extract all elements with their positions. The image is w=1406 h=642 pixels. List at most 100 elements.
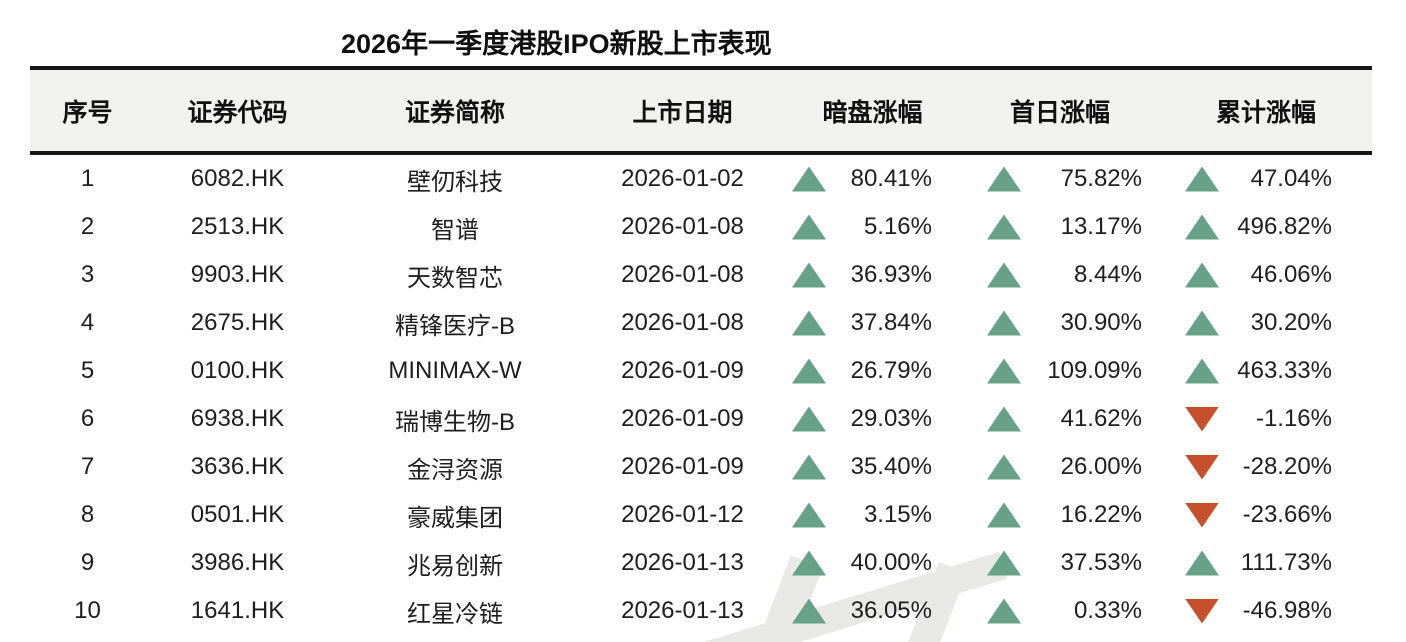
cell-dark-gain-value: 36.05%	[850, 597, 932, 624]
column-header-firstday-gain: 首日涨幅	[1009, 98, 1110, 127]
cell-cumulative-gain: -46.98%	[1160, 597, 1372, 625]
cell-stock-code: 6938.HK	[190, 405, 285, 432]
cell-stock-code: 0100.HK	[190, 357, 285, 384]
cell-cumulative-gain: 47.04%	[1160, 165, 1372, 193]
up-triangle-icon	[987, 406, 1021, 432]
up-triangle-icon	[987, 310, 1021, 336]
cell-stock-name: 壁仞科技	[407, 168, 503, 196]
cell-stock-name: 瑞博生物-B	[395, 408, 515, 436]
table-row: 7 3636.HK 金浔资源 2026-01-09 35.40% 26.00% …	[30, 443, 1372, 491]
cell-index: 10	[74, 597, 101, 624]
up-triangle-icon	[792, 406, 826, 432]
cell-dark-gain: 37.84%	[785, 309, 960, 337]
cell-dark-gain-value: 40.00%	[850, 549, 932, 576]
cell-stock-code: 6082.HK	[190, 165, 285, 192]
up-triangle-icon	[987, 598, 1021, 624]
cell-cumulative-gain: 111.73%	[1160, 549, 1372, 577]
cell-listing-date: 2026-01-09	[621, 453, 744, 480]
cell-cumulative-gain: -23.66%	[1160, 501, 1372, 529]
cell-stock-name: 豪威集团	[407, 504, 503, 532]
cell-stock-code: 9903.HK	[190, 261, 285, 288]
up-triangle-icon	[792, 454, 826, 480]
up-triangle-icon	[792, 310, 826, 336]
cell-index: 2	[80, 213, 95, 240]
down-triangle-icon	[1185, 502, 1219, 528]
cell-index: 7	[80, 453, 95, 480]
column-header-dark-gain: 暗盘涨幅	[822, 98, 923, 127]
cell-firstday-gain: 16.22%	[960, 501, 1160, 529]
up-triangle-icon	[987, 214, 1021, 240]
down-triangle-icon	[1185, 454, 1219, 480]
cell-cumulative-gain: -28.20%	[1160, 453, 1372, 481]
cell-listing-date: 2026-01-09	[621, 357, 744, 384]
up-triangle-icon	[987, 166, 1021, 192]
cell-firstday-gain: 75.82%	[960, 165, 1160, 193]
cell-cumulative-gain-value: -46.98%	[1242, 597, 1332, 624]
cell-dark-gain: 35.40%	[785, 453, 960, 481]
cell-listing-date: 2026-01-02	[621, 165, 744, 192]
cell-stock-name: MINIMAX-W	[388, 357, 522, 384]
cell-stock-name: 天数智芯	[407, 264, 503, 292]
up-triangle-icon	[1185, 310, 1219, 336]
cell-stock-code: 3636.HK	[190, 453, 285, 480]
table-row: 5 0100.HK MINIMAX-W 2026-01-09 26.79% 10…	[30, 347, 1372, 395]
cell-cumulative-gain: 496.82%	[1160, 213, 1372, 241]
cell-cumulative-gain-value: 463.33%	[1237, 357, 1332, 384]
cell-stock-name: 智谱	[431, 216, 479, 244]
cell-dark-gain: 29.03%	[785, 405, 960, 433]
up-triangle-icon	[1185, 214, 1219, 240]
cell-stock-code: 1641.HK	[190, 597, 285, 624]
table-body: 1 6082.HK 壁仞科技 2026-01-02 80.41% 75.82% …	[30, 155, 1372, 635]
cell-listing-date: 2026-01-13	[621, 597, 744, 624]
column-header-index: 序号	[62, 98, 113, 127]
cell-listing-date: 2026-01-12	[621, 501, 744, 528]
cell-firstday-gain: 30.90%	[960, 309, 1160, 337]
table-header-row: 序号 证券代码 证券简称 上市日期 暗盘涨幅 首日涨幅 累计涨幅	[30, 66, 1372, 155]
cell-dark-gain: 3.15%	[785, 501, 960, 529]
up-triangle-icon	[792, 502, 826, 528]
cell-cumulative-gain: 30.20%	[1160, 309, 1372, 337]
cell-firstday-gain: 0.33%	[960, 597, 1160, 625]
cell-cumulative-gain-value: 30.20%	[1250, 309, 1332, 336]
cell-dark-gain: 40.00%	[785, 549, 960, 577]
cell-cumulative-gain-value: 496.82%	[1237, 213, 1332, 240]
cell-cumulative-gain-value: 111.73%	[1240, 549, 1332, 576]
cell-stock-code: 3986.HK	[190, 549, 285, 576]
cell-firstday-gain-value: 75.82%	[1060, 165, 1142, 192]
cell-dark-gain-value: 5.16%	[863, 213, 932, 240]
cell-stock-code: 0501.HK	[190, 501, 285, 528]
cell-firstday-gain-value: 109.09%	[1047, 357, 1142, 384]
up-triangle-icon	[987, 550, 1021, 576]
cell-firstday-gain: 8.44%	[960, 261, 1160, 289]
table-row: 6 6938.HK 瑞博生物-B 2026-01-09 29.03% 41.62…	[30, 395, 1372, 443]
cell-listing-date: 2026-01-09	[621, 405, 744, 432]
up-triangle-icon	[1185, 550, 1219, 576]
table-row: 9 3986.HK 兆易创新 2026-01-13 40.00% 37.53% …	[30, 539, 1372, 587]
ipo-table: 序号 证券代码 证券简称 上市日期 暗盘涨幅 首日涨幅 累计涨幅 1 6082.…	[30, 66, 1372, 635]
column-header-listing-date: 上市日期	[632, 98, 733, 127]
cell-firstday-gain-value: 13.17%	[1060, 213, 1142, 240]
cell-index: 8	[80, 501, 95, 528]
cell-stock-name: 兆易创新	[407, 552, 503, 580]
cell-firstday-gain-value: 8.44%	[1073, 261, 1142, 288]
cell-firstday-gain-value: 26.00%	[1060, 453, 1142, 480]
up-triangle-icon	[1185, 358, 1219, 384]
down-triangle-icon	[1185, 406, 1219, 432]
cell-cumulative-gain: 46.06%	[1160, 261, 1372, 289]
cell-dark-gain: 80.41%	[785, 165, 960, 193]
table-row: 3 9903.HK 天数智芯 2026-01-08 36.93% 8.44% 4…	[30, 251, 1372, 299]
cell-firstday-gain: 37.53%	[960, 549, 1160, 577]
cell-firstday-gain: 26.00%	[960, 453, 1160, 481]
table-row: 4 2675.HK 精锋医疗-B 2026-01-08 37.84% 30.90…	[30, 299, 1372, 347]
cell-listing-date: 2026-01-08	[621, 309, 744, 336]
cell-listing-date: 2026-01-08	[621, 213, 744, 240]
cell-dark-gain-value: 26.79%	[850, 357, 932, 384]
cell-firstday-gain: 109.09%	[960, 357, 1160, 385]
up-triangle-icon	[792, 214, 826, 240]
column-header-stock-name: 证券简称	[404, 98, 505, 127]
up-triangle-icon	[792, 262, 826, 288]
up-triangle-icon	[987, 502, 1021, 528]
cell-cumulative-gain-value: -1.16%	[1255, 405, 1332, 432]
cell-firstday-gain-value: 0.33%	[1073, 597, 1142, 624]
